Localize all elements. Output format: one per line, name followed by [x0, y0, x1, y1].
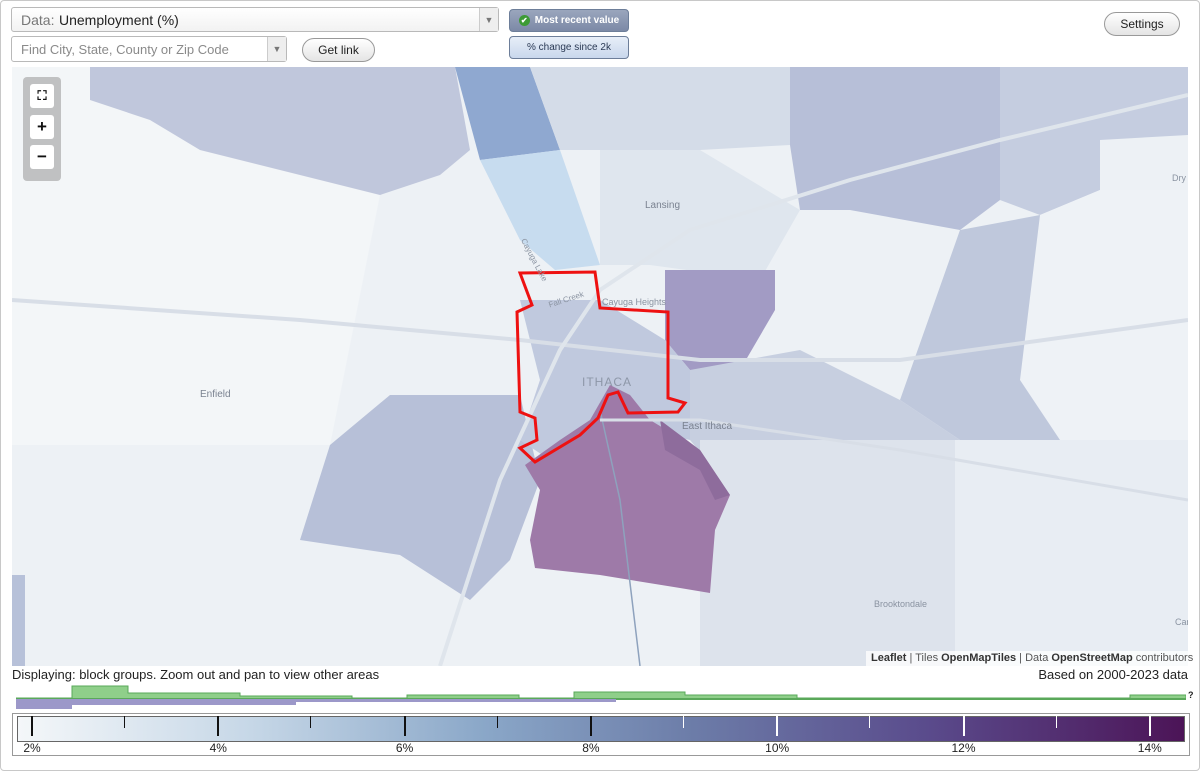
legend-minor-tick: [496, 716, 498, 728]
legend-minor-tick: [1055, 716, 1057, 728]
place-label-east-ithaca: East Ithaca: [682, 421, 733, 432]
legend-tick-label: 12%: [951, 741, 976, 755]
legend-major-tick: [217, 716, 220, 736]
location-search[interactable]: ▼: [11, 36, 287, 62]
color-legend: 2% 4% 6% 8% 10% 12% 14%: [12, 713, 1190, 756]
legend-minor-tick: [124, 716, 126, 728]
zoom-out-button[interactable]: −: [30, 145, 54, 169]
data-prefix: | Data: [1019, 652, 1049, 664]
legend-tick-label: 10%: [765, 741, 790, 755]
help-icon[interactable]: ?: [1188, 690, 1194, 700]
zoom-controls: ⛶ + −: [23, 77, 61, 181]
most-recent-toggle[interactable]: ✔ Most recent value: [509, 9, 629, 32]
legend-tick-label: 2%: [23, 741, 41, 755]
region-cayuga-heights[interactable]: [665, 270, 775, 370]
openmaptiles-link[interactable]: OpenMapTiles: [941, 652, 1017, 664]
region-lansing[interactable]: [600, 150, 800, 280]
openstreetmap-link[interactable]: OpenStreetMap: [1051, 652, 1133, 664]
region-lake-south[interactable]: [480, 150, 600, 270]
region-northwest[interactable]: [90, 67, 470, 195]
region-north-central[interactable]: [530, 67, 790, 150]
chevron-down-icon[interactable]: ▼: [267, 37, 286, 61]
data-select-prefix: Data:: [21, 12, 55, 28]
legend-major-tick: [1148, 716, 1151, 736]
legend-tick-label: 14%: [1137, 741, 1162, 755]
region-southeast-b[interactable]: [955, 440, 1188, 666]
get-link-button[interactable]: Get link: [302, 38, 375, 62]
legend-major-tick: [962, 716, 965, 736]
legend-tick-label: 8%: [582, 741, 600, 755]
place-label-car: Car: [1175, 617, 1188, 627]
legend-minor-tick: [310, 716, 312, 728]
legend-minor-tick: [683, 716, 685, 728]
legend-gradient: [17, 716, 1185, 742]
chevron-down-icon[interactable]: ▼: [479, 8, 498, 31]
place-label-enfield: Enfield: [200, 389, 231, 400]
legend-tick-label: 6%: [395, 741, 414, 755]
place-label-lansing: Lansing: [645, 200, 681, 211]
city-boundary-outline[interactable]: [515, 270, 688, 464]
region-southwest[interactable]: [300, 395, 540, 600]
search-input[interactable]: [12, 37, 266, 61]
value-histogram: [16, 685, 1186, 709]
data-range-status: Based on 2000-2023 data: [1038, 667, 1188, 682]
legend-major-tick: [776, 716, 779, 736]
region-northeast-a[interactable]: [790, 67, 1000, 230]
legend-major-tick: [31, 716, 33, 736]
data-select[interactable]: Data: Unemployment (%) ▼: [11, 7, 499, 32]
data-select-value: Unemployment (%): [59, 12, 179, 28]
choropleth-map[interactable]: Lansing Cayuga Heights ITHACA Enfield Ea…: [12, 67, 1188, 666]
legend-minor-tick: [869, 716, 871, 728]
settings-button[interactable]: Settings: [1104, 12, 1180, 36]
leaflet-link[interactable]: Leaflet: [871, 652, 907, 664]
region-west-south[interactable]: [12, 445, 330, 666]
displaying-status: Displaying: block groups. Zoom out and p…: [12, 667, 380, 682]
tiles-prefix: | Tiles: [909, 652, 939, 664]
zoom-in-button[interactable]: +: [30, 115, 54, 139]
region-east-mid[interactable]: [900, 215, 1060, 460]
region-east-pale[interactable]: [1020, 190, 1188, 440]
contributors-text: contributors: [1135, 652, 1194, 664]
map-svg[interactable]: [12, 67, 1188, 666]
fullscreen-icon[interactable]: ⛶: [30, 84, 54, 108]
checkmark-icon: ✔: [518, 15, 530, 26]
region-lake-north[interactable]: [455, 67, 560, 160]
legend-major-tick: [403, 716, 406, 736]
most-recent-label: Most recent value: [534, 15, 620, 26]
place-label-brooktondale: Brooktondale: [874, 599, 928, 609]
legend-tick-label: 4%: [209, 741, 227, 755]
region-southeast-a[interactable]: [700, 440, 955, 666]
place-label-ithaca: ITHACA: [582, 375, 633, 389]
legend-major-tick: [589, 716, 592, 736]
place-label-cayuga-heights: Cayuga Heights: [602, 297, 667, 307]
map-attribution: Leaflet | Tiles OpenMapTiles | Data Open…: [866, 651, 1199, 666]
place-label-dry: Dry: [1172, 173, 1186, 183]
percent-change-toggle[interactable]: % change since 2k: [509, 36, 629, 59]
region-northeast-b[interactable]: [1000, 67, 1188, 215]
